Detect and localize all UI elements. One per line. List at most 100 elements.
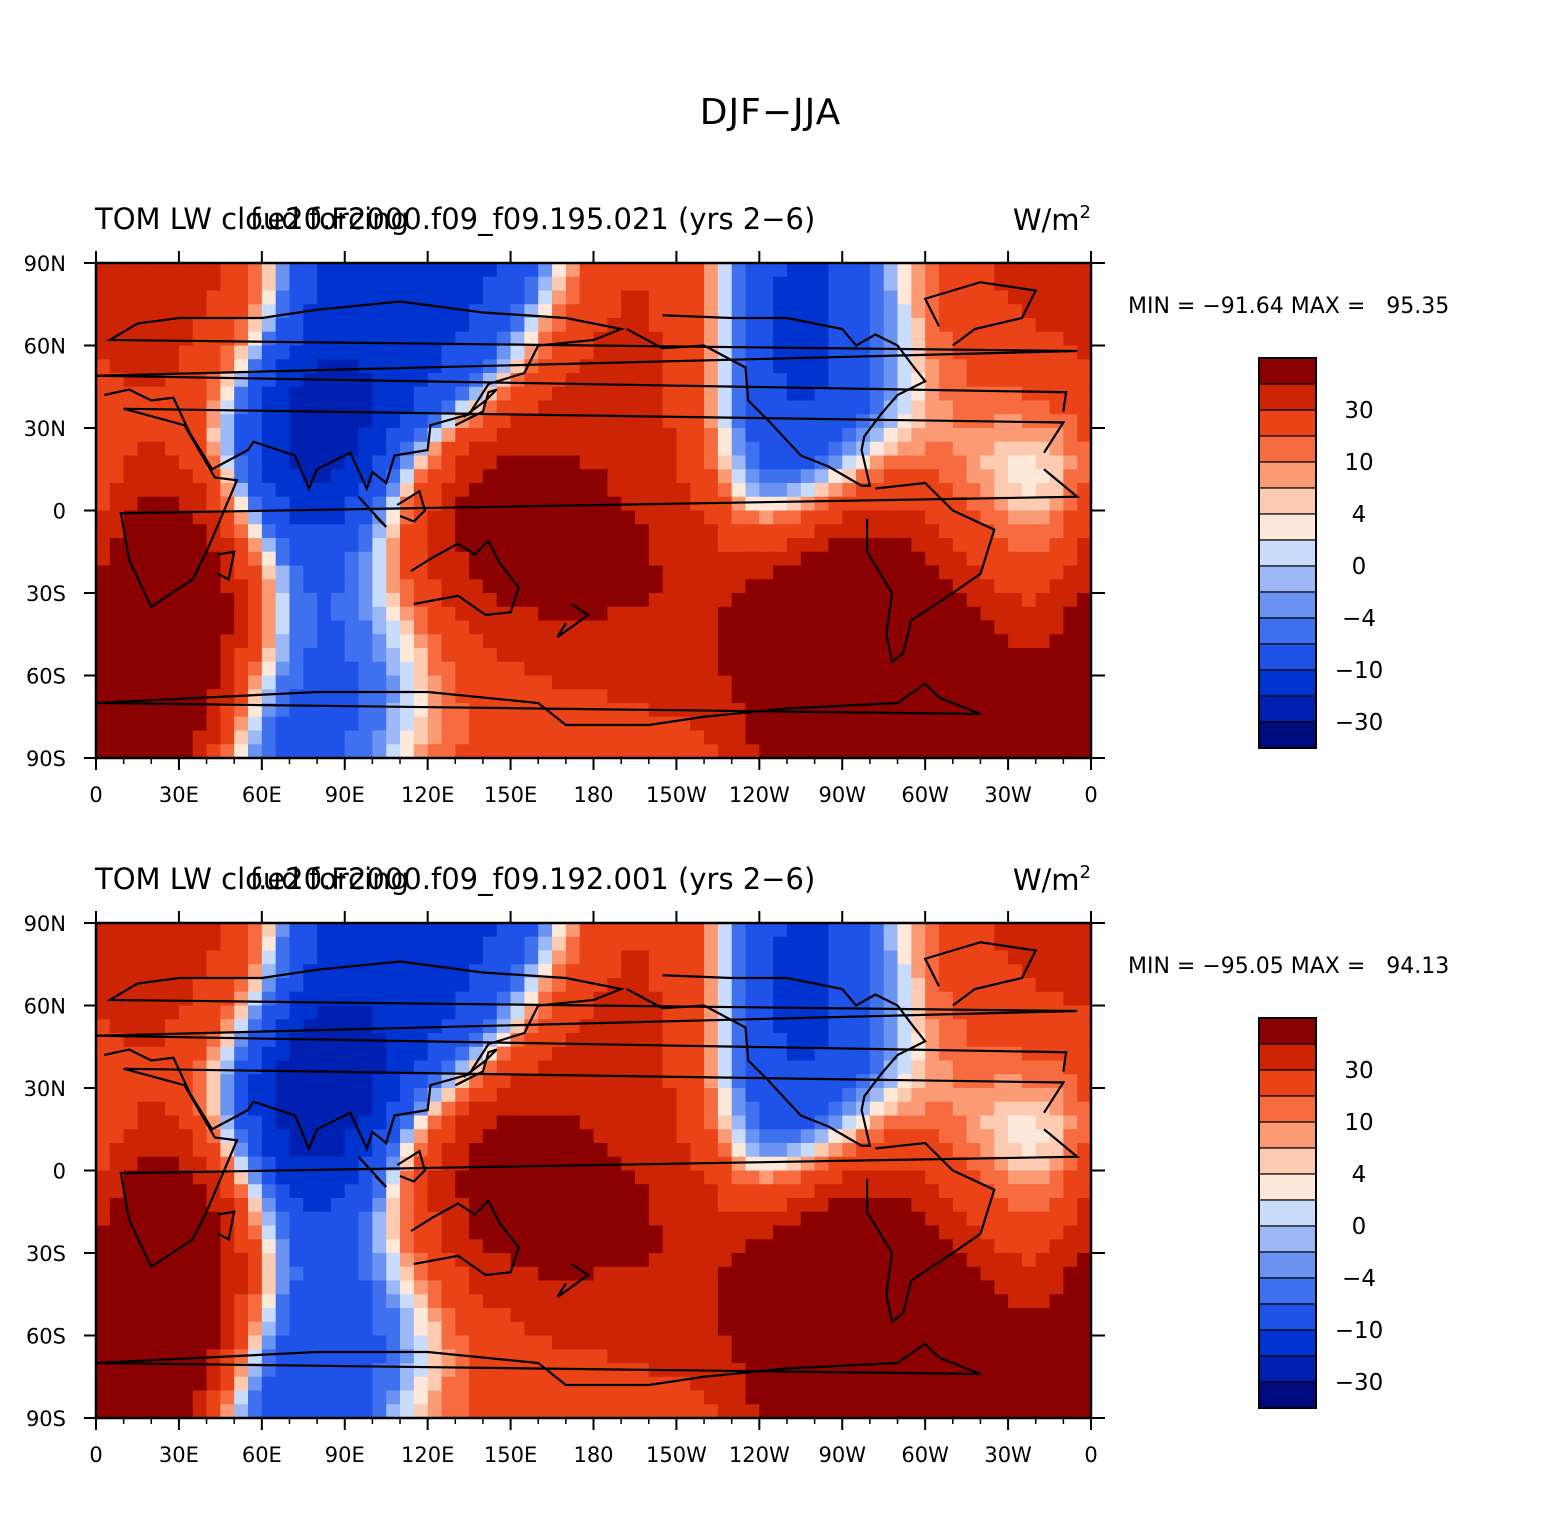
field-cell [552,386,567,402]
field-cell [192,1143,208,1158]
field-cell [1021,565,1037,580]
field-cell [330,978,346,993]
field-cell [565,1294,581,1309]
field-cell [441,538,456,553]
field-cell [372,441,387,457]
field-cell [330,606,346,622]
colorbar-swatch [1258,357,1317,385]
field-cell [524,1143,539,1158]
field-cell [248,606,263,622]
field-cell [330,359,346,374]
field-cell [662,373,678,388]
field-cell [482,1033,498,1048]
field-cell [731,716,747,732]
field-cell [773,689,788,704]
field-cell [634,386,650,402]
field-cell [261,1019,277,1034]
field-cell [676,428,691,443]
field-cell [400,606,415,622]
field-cell [1021,1239,1037,1254]
field-cell [938,1335,954,1350]
field-cell [248,483,263,498]
field-cell [109,620,125,635]
field-cell [800,1060,816,1075]
field-cell [441,1005,456,1020]
field-cell [1035,524,1051,539]
coastline [866,481,996,664]
field-cell [704,1239,719,1254]
field-cell [248,950,263,965]
field-cell [925,469,940,484]
field-cell [731,455,747,470]
field-cell [192,1170,208,1185]
field-cell [648,1280,664,1295]
field-cell [952,1335,968,1350]
field-cell [206,593,221,608]
field-cell [358,1266,373,1282]
field-cell [165,689,180,704]
field-cell [178,565,194,580]
field-cell [109,923,125,938]
field-cell [261,744,277,758]
field-cell [952,359,968,374]
field-cell [731,524,747,539]
field-cell [966,304,982,319]
field-cell [220,1294,235,1309]
field-cell [759,373,774,388]
field-cell [621,964,636,979]
field-cell [524,483,539,498]
field-cell [676,455,691,470]
field-cell [745,1211,760,1227]
field-cell [234,1019,249,1034]
field-cell [178,455,194,470]
field-cell [759,551,774,567]
field-cell [524,455,539,470]
field-cell [413,1046,429,1062]
field-cell [1049,950,1064,965]
x-tick-label: 60E [242,783,282,807]
field-cell [96,1225,111,1240]
field-cell [96,620,111,635]
field-cell [261,634,277,649]
coastline [357,496,388,528]
field-cell [966,634,982,649]
field-cell [800,1143,816,1158]
field-cell [510,634,526,649]
field-cell [261,923,277,938]
field-cell [427,991,443,1007]
field-cell [455,263,470,278]
field-cell [980,359,995,374]
field-cell [745,978,760,993]
field-cell [413,1280,429,1295]
field-cell [496,1294,512,1309]
field-cell [123,1280,139,1295]
field-cell [911,1225,926,1240]
field-cell [1021,359,1037,374]
field-cell [344,1129,360,1144]
field-cell [579,744,595,758]
field-cell [828,1060,843,1075]
field-cell [165,318,180,333]
field-cell [662,675,678,690]
field-cell [482,524,498,539]
field-cell [496,565,512,580]
field-cell [275,1198,291,1213]
field-cell [248,1266,263,1282]
field-cell [938,1033,954,1048]
field-cell [178,1198,194,1213]
field-cell [178,331,194,347]
field-cell [386,428,401,443]
field-cell [96,978,111,993]
field-cell [220,991,235,1007]
field-cell [538,1156,553,1172]
field-cell [524,1280,539,1295]
field-cell [220,1308,235,1323]
field-cell [883,661,899,677]
field-cell [510,978,526,993]
field-cell [178,730,194,745]
field-cell [966,1184,982,1199]
field-cell [994,1294,1009,1309]
field-cell [372,1088,387,1103]
field-cell [814,730,830,745]
field-cell [704,1019,719,1034]
